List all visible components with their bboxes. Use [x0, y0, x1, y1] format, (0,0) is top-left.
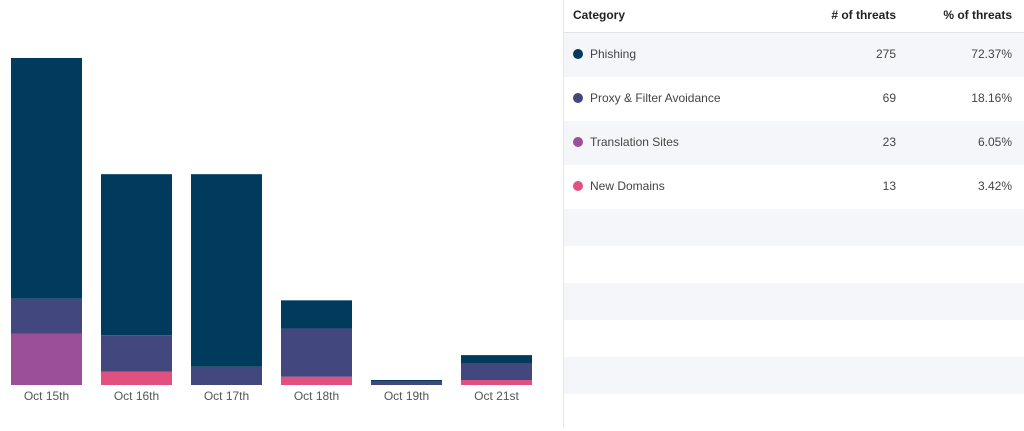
x-tick-label: Oct 19th	[384, 389, 429, 403]
bar-segment-proxy-filter-avoidance[interactable]	[281, 328, 352, 377]
table-row[interactable]: Phishing 275 72.37%	[564, 33, 1024, 77]
bar-segment-proxy-filter-avoidance[interactable]	[11, 298, 82, 334]
new-domains-color-dot	[573, 181, 583, 191]
header-count[interactable]: # of threats	[831, 8, 896, 22]
row-count: 69	[882, 91, 896, 105]
x-tick-label: Oct 15th	[24, 389, 69, 403]
proxy-color-dot	[573, 93, 583, 103]
bar-segment-new-domains[interactable]	[101, 371, 172, 385]
bar-segment-proxy-filter-avoidance[interactable]	[371, 381, 442, 385]
empty-row	[564, 394, 1024, 431]
bar-segment-phishing[interactable]	[191, 174, 262, 367]
x-tick-label: Oct 16th	[114, 389, 159, 403]
empty-row	[564, 357, 1024, 394]
bar-segment-proxy-filter-avoidance[interactable]	[191, 366, 262, 385]
row-count: 275	[875, 47, 896, 61]
row-category: New Domains	[590, 179, 665, 193]
table-row[interactable]: Translation Sites 23 6.05%	[564, 121, 1024, 165]
phishing-color-dot	[573, 49, 583, 59]
empty-row	[564, 320, 1024, 357]
row-percent: 18.16%	[971, 91, 1012, 105]
bars-group	[11, 57, 532, 385]
x-axis-ticks: Oct 15th Oct 16th Oct 17th Oct 18th Oct 19th…	[24, 389, 520, 403]
bar-segment-translation-sites[interactable]	[11, 333, 82, 385]
translation-color-dot	[573, 137, 583, 147]
table-row[interactable]: New Domains 13 3.42%	[564, 165, 1024, 209]
x-tick-label: Oct 21st	[474, 389, 519, 403]
bar-segment-phishing[interactable]	[281, 300, 352, 329]
row-count: 13	[882, 179, 896, 193]
empty-row	[564, 209, 1024, 246]
row-count: 23	[882, 135, 896, 149]
bar-segment-phishing[interactable]	[371, 380, 442, 382]
chart-svg: Oct 15th Oct 16th Oct 17th Oct 18th Oct 19th…	[11, 57, 532, 403]
bar-segment-new-domains[interactable]	[281, 376, 352, 385]
x-tick-label: Oct 17th	[204, 389, 249, 403]
bar-segment-new-domains[interactable]	[461, 380, 532, 385]
row-percent: 3.42%	[977, 179, 1012, 193]
table-header: Category # of threats % of threats	[564, 0, 1024, 33]
table-row[interactable]: Proxy & Filter Avoidance 69 18.16%	[564, 77, 1024, 121]
row-category: Proxy & Filter Avoidance	[590, 91, 721, 105]
stacked-bar-chart: Oct 15th Oct 16th Oct 17th Oct 18th Oct 19th…	[11, 57, 532, 403]
panel-divider	[563, 0, 564, 428]
empty-row	[564, 283, 1024, 320]
header-category[interactable]: Category	[573, 8, 626, 22]
bar-segment-proxy-filter-avoidance[interactable]	[101, 335, 172, 372]
bar-segment-phishing[interactable]	[11, 57, 82, 299]
row-percent: 6.05%	[977, 135, 1012, 149]
row-percent: 72.37%	[971, 47, 1012, 61]
bar-segment-phishing[interactable]	[101, 174, 172, 336]
row-category: Translation Sites	[590, 135, 679, 149]
x-tick-label: Oct 18th	[294, 389, 339, 403]
bar-segment-proxy-filter-avoidance[interactable]	[461, 363, 532, 381]
empty-row	[564, 246, 1024, 283]
header-percent[interactable]: % of threats	[943, 8, 1012, 22]
bar-segment-phishing[interactable]	[461, 355, 532, 364]
threats-table: Category # of threats % of threats Phish…	[564, 0, 1024, 428]
row-category: Phishing	[590, 47, 637, 61]
